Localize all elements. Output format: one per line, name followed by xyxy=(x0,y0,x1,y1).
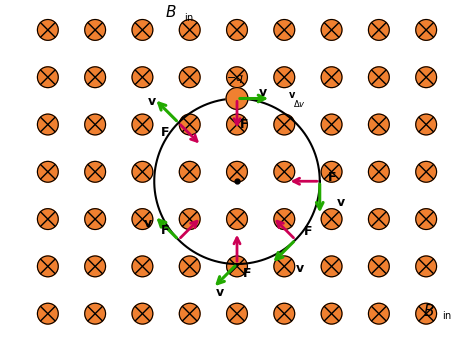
Circle shape xyxy=(132,209,153,230)
Circle shape xyxy=(179,256,200,277)
Text: $B$: $B$ xyxy=(165,3,176,20)
Circle shape xyxy=(274,161,295,182)
Circle shape xyxy=(227,20,247,40)
Circle shape xyxy=(227,161,247,182)
Text: $\mathbf{v}$: $\mathbf{v}$ xyxy=(258,86,268,99)
Circle shape xyxy=(416,67,437,88)
Circle shape xyxy=(226,88,248,110)
Text: $\mathbf{v}$: $\mathbf{v}$ xyxy=(295,262,305,275)
Circle shape xyxy=(85,114,106,135)
Circle shape xyxy=(321,114,342,135)
Circle shape xyxy=(368,303,389,324)
Circle shape xyxy=(179,161,200,182)
Circle shape xyxy=(37,256,58,277)
Circle shape xyxy=(416,209,437,230)
Circle shape xyxy=(227,303,247,324)
Text: $B$: $B$ xyxy=(423,303,434,319)
Circle shape xyxy=(227,67,247,88)
Circle shape xyxy=(179,67,200,88)
Circle shape xyxy=(416,20,437,40)
Circle shape xyxy=(274,67,295,88)
Circle shape xyxy=(85,209,106,230)
Circle shape xyxy=(321,256,342,277)
Circle shape xyxy=(85,20,106,40)
Circle shape xyxy=(37,303,58,324)
Circle shape xyxy=(416,303,437,324)
Circle shape xyxy=(274,209,295,230)
Text: $\mathbf{F}$: $\mathbf{F}$ xyxy=(160,126,169,139)
Text: $\mathbf{v}$: $\mathbf{v}$ xyxy=(147,95,157,108)
Circle shape xyxy=(416,161,437,182)
Circle shape xyxy=(85,303,106,324)
Circle shape xyxy=(132,20,153,40)
Text: $\mathbf{v}$: $\mathbf{v}$ xyxy=(216,286,226,299)
Circle shape xyxy=(179,303,200,324)
Circle shape xyxy=(85,256,106,277)
Circle shape xyxy=(179,209,200,230)
Circle shape xyxy=(274,114,295,135)
Circle shape xyxy=(368,67,389,88)
Circle shape xyxy=(132,67,153,88)
Circle shape xyxy=(368,256,389,277)
Circle shape xyxy=(321,67,342,88)
Text: $\mathbf{F}$: $\mathbf{F}$ xyxy=(303,225,312,238)
Circle shape xyxy=(37,209,58,230)
Circle shape xyxy=(321,20,342,40)
Circle shape xyxy=(274,256,295,277)
Circle shape xyxy=(132,303,153,324)
Circle shape xyxy=(37,114,58,135)
Circle shape xyxy=(321,161,342,182)
Circle shape xyxy=(416,114,437,135)
Circle shape xyxy=(37,67,58,88)
Circle shape xyxy=(321,303,342,324)
Circle shape xyxy=(85,67,106,88)
Circle shape xyxy=(179,20,200,40)
Text: $\mathbf{v}$: $\mathbf{v}$ xyxy=(336,196,346,209)
Circle shape xyxy=(227,256,247,277)
Circle shape xyxy=(85,161,106,182)
Text: $\mathbf{F}$: $\mathbf{F}$ xyxy=(327,171,336,184)
Text: $\rm{in}$: $\rm{in}$ xyxy=(184,11,194,23)
Circle shape xyxy=(227,114,247,135)
Text: $\mathbf{F}$: $\mathbf{F}$ xyxy=(160,224,169,237)
Circle shape xyxy=(274,303,295,324)
Text: $-q$: $-q$ xyxy=(226,73,244,85)
Circle shape xyxy=(368,114,389,135)
Circle shape xyxy=(37,161,58,182)
Circle shape xyxy=(321,209,342,230)
Circle shape xyxy=(368,209,389,230)
Text: $\mathbf{F}$: $\mathbf{F}$ xyxy=(242,267,251,281)
Circle shape xyxy=(416,256,437,277)
Circle shape xyxy=(274,20,295,40)
Circle shape xyxy=(368,20,389,40)
Circle shape xyxy=(179,114,200,135)
Circle shape xyxy=(132,161,153,182)
Text: $\Delta v$: $\Delta v$ xyxy=(293,98,306,110)
Circle shape xyxy=(37,20,58,40)
Text: $\mathbf{F}$: $\mathbf{F}$ xyxy=(239,118,249,131)
Circle shape xyxy=(227,209,247,230)
Circle shape xyxy=(132,114,153,135)
Circle shape xyxy=(132,256,153,277)
Circle shape xyxy=(368,161,389,182)
Text: $\mathbf{v}$: $\mathbf{v}$ xyxy=(143,217,153,230)
Text: $\rm{in}$: $\rm{in}$ xyxy=(442,309,452,321)
Text: $\mathbf{v}$: $\mathbf{v}$ xyxy=(288,90,296,100)
